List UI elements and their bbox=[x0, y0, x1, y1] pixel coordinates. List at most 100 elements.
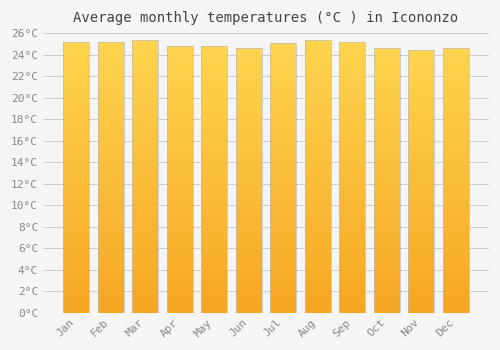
Bar bbox=[270, 289, 296, 292]
Bar bbox=[166, 149, 192, 153]
Bar bbox=[98, 136, 124, 140]
Bar bbox=[339, 42, 365, 45]
Bar bbox=[304, 135, 330, 139]
Bar bbox=[339, 292, 365, 296]
Bar bbox=[374, 128, 400, 131]
Bar bbox=[132, 132, 158, 135]
Bar bbox=[270, 137, 296, 141]
Bar bbox=[236, 101, 262, 104]
Bar bbox=[166, 56, 192, 60]
Bar bbox=[166, 46, 192, 49]
Bar bbox=[270, 120, 296, 124]
Bar bbox=[236, 111, 262, 114]
Bar bbox=[236, 91, 262, 95]
Bar bbox=[374, 204, 400, 207]
Bar bbox=[166, 223, 192, 226]
Bar bbox=[63, 194, 89, 197]
Bar bbox=[132, 234, 158, 238]
Bar bbox=[374, 170, 400, 174]
Bar bbox=[201, 110, 227, 113]
Bar bbox=[408, 83, 434, 86]
Bar bbox=[132, 81, 158, 84]
Bar bbox=[408, 149, 434, 152]
Bar bbox=[442, 157, 468, 161]
Bar bbox=[442, 94, 468, 98]
Bar bbox=[166, 96, 192, 99]
Bar bbox=[98, 245, 124, 248]
Bar bbox=[374, 299, 400, 303]
Bar bbox=[132, 190, 158, 194]
Bar bbox=[339, 133, 365, 136]
Bar bbox=[236, 154, 262, 157]
Bar bbox=[374, 237, 400, 240]
Bar bbox=[63, 65, 89, 69]
Bar bbox=[63, 279, 89, 282]
Bar bbox=[98, 62, 124, 65]
Bar bbox=[132, 197, 158, 200]
Bar bbox=[339, 221, 365, 225]
Bar bbox=[236, 187, 262, 190]
Bar bbox=[98, 292, 124, 296]
Bar bbox=[270, 191, 296, 195]
Bar bbox=[132, 71, 158, 74]
Bar bbox=[132, 217, 158, 221]
Bar bbox=[166, 76, 192, 79]
Bar bbox=[166, 63, 192, 66]
Bar bbox=[304, 149, 330, 153]
Bar bbox=[270, 262, 296, 265]
Bar bbox=[304, 91, 330, 95]
Bar bbox=[166, 209, 192, 213]
Bar bbox=[236, 286, 262, 289]
Bar bbox=[374, 303, 400, 306]
Bar bbox=[166, 239, 192, 243]
Bar bbox=[339, 201, 365, 204]
Bar bbox=[132, 292, 158, 296]
Bar bbox=[236, 250, 262, 253]
Bar bbox=[408, 178, 434, 182]
Bar bbox=[374, 58, 400, 62]
Bar bbox=[236, 194, 262, 197]
Bar bbox=[98, 59, 124, 62]
Bar bbox=[304, 248, 330, 251]
Bar bbox=[201, 186, 227, 189]
Bar bbox=[98, 83, 124, 86]
Bar bbox=[304, 289, 330, 292]
Bar bbox=[236, 257, 262, 260]
Bar bbox=[201, 46, 227, 49]
Bar bbox=[374, 286, 400, 289]
Bar bbox=[63, 302, 89, 306]
Bar bbox=[236, 177, 262, 181]
Bar bbox=[408, 162, 434, 165]
Bar bbox=[304, 210, 330, 214]
Bar bbox=[339, 126, 365, 130]
Bar bbox=[98, 110, 124, 113]
Bar bbox=[132, 265, 158, 268]
Bar bbox=[270, 195, 296, 198]
Bar bbox=[304, 187, 330, 190]
Bar bbox=[374, 250, 400, 253]
Bar bbox=[98, 177, 124, 181]
Bar bbox=[339, 45, 365, 49]
Bar bbox=[63, 86, 89, 89]
Bar bbox=[408, 126, 434, 129]
Bar bbox=[63, 258, 89, 262]
Bar bbox=[63, 150, 89, 154]
Bar bbox=[201, 246, 227, 249]
Bar bbox=[270, 245, 296, 248]
Bar bbox=[339, 62, 365, 65]
Bar bbox=[201, 306, 227, 309]
Bar bbox=[442, 65, 468, 68]
Bar bbox=[374, 94, 400, 98]
Bar bbox=[63, 55, 89, 59]
Bar bbox=[304, 238, 330, 241]
Bar bbox=[304, 241, 330, 245]
Bar bbox=[442, 220, 468, 223]
Bar bbox=[374, 62, 400, 65]
Bar bbox=[98, 147, 124, 150]
Bar bbox=[201, 69, 227, 73]
Bar bbox=[270, 306, 296, 309]
Bar bbox=[374, 230, 400, 233]
Bar bbox=[270, 205, 296, 208]
Bar bbox=[304, 255, 330, 258]
Bar bbox=[236, 71, 262, 75]
